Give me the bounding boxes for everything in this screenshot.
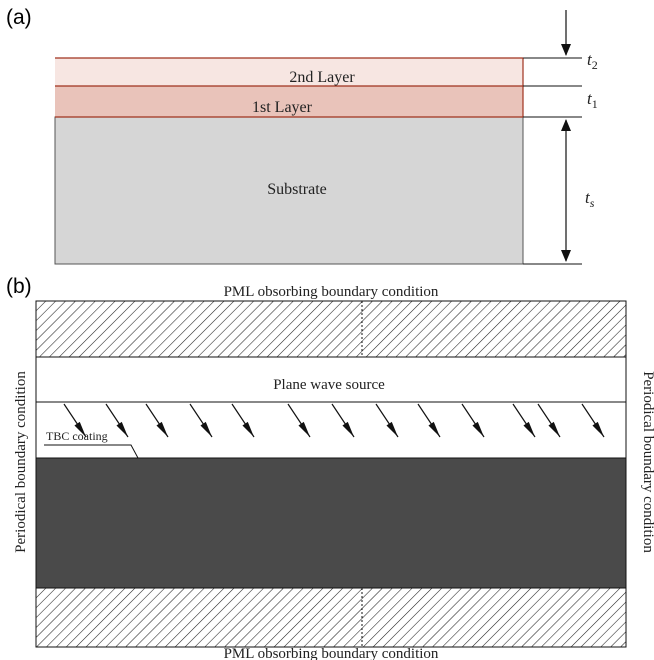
substrate-layer (54, 116, 524, 265)
dimension-ticks (523, 57, 582, 265)
wave-arrow (581, 403, 605, 438)
source-label: Plane wave source (273, 377, 385, 393)
coating-leader (44, 444, 139, 459)
ts-arrowhead-bottom (561, 250, 571, 262)
wave-arrow (512, 403, 536, 438)
wave-arrow (105, 403, 129, 438)
left-boundary-label: Periodical boundary condition (13, 371, 29, 553)
substrate-label: Substrate (267, 181, 327, 198)
wave-arrow (231, 403, 255, 438)
first-layer-label: 1st Layer (252, 99, 313, 116)
coating-label: TBC coating (46, 429, 108, 443)
source-region (35, 356, 627, 459)
wave-arrows (63, 403, 605, 438)
bottom-pml-region (35, 587, 627, 648)
right-boundary-label: Periodical boundary condition (640, 371, 654, 553)
wave-arrow (417, 403, 441, 438)
second-layer (55, 58, 523, 86)
panel-a: (a) 2nd Layer 1st Layer Substrate (6, 6, 598, 265)
t1-label: t1 (587, 89, 598, 111)
first-layer (55, 86, 523, 117)
wave-arrow (537, 403, 561, 438)
top-pml-region (35, 300, 627, 358)
wave-arrow (287, 403, 311, 438)
second-layer-label: 2nd Layer (289, 69, 355, 86)
top-boundary-label: PML obsorbing boundary condition (224, 284, 439, 300)
ts-label: ts (585, 188, 595, 210)
wave-arrow (375, 403, 399, 438)
wave-arrow (63, 403, 87, 438)
substrate-region (35, 457, 627, 589)
wave-arrow (461, 403, 485, 438)
wave-arrow (331, 403, 355, 438)
wave-arrow (145, 403, 169, 438)
t2-arrowhead (561, 44, 571, 56)
panel-b-label: (b) (6, 275, 32, 298)
panel-a-label: (a) (6, 6, 32, 29)
wave-arrow (189, 403, 213, 438)
t2-label: t2 (587, 50, 598, 72)
panel-b: (b) PML obsorbing boundary condition Pla… (6, 275, 654, 660)
ts-arrowhead-top (561, 119, 571, 131)
layer-borders (55, 57, 524, 118)
bottom-boundary-label: PML obsorbing boundary condition (224, 646, 439, 660)
